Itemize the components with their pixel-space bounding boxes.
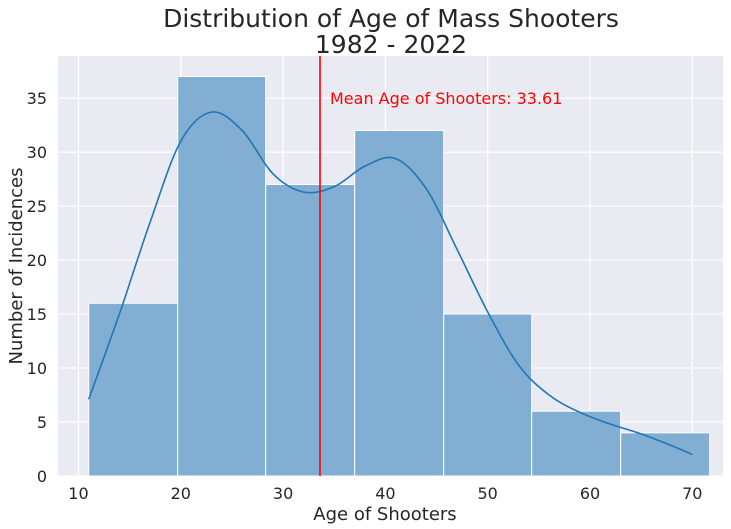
x-tick-label: 70 (682, 484, 702, 503)
x-tick-label: 30 (273, 484, 293, 503)
x-tick-label: 40 (375, 484, 395, 503)
histogram-bar (354, 129, 445, 477)
histogram-bar (443, 313, 533, 477)
histogram-bar (177, 76, 267, 477)
chart-title-line-2: 1982 - 2022 (315, 30, 467, 59)
y-tick-label: 20 (27, 251, 47, 270)
mean-annotation: Mean Age of Shooters: 33.61 (330, 89, 562, 108)
y-tick-label: 5 (37, 413, 47, 432)
y-tick-label: 25 (27, 197, 47, 216)
y-tick-labels: 0 5 10 15 20 25 30 35 (27, 89, 47, 486)
x-tick-labels: 10 20 30 40 50 60 70 (68, 484, 702, 503)
histogram-bar (88, 302, 179, 477)
x-axis-label: Age of Shooters (313, 504, 456, 525)
x-tick-label: 10 (68, 484, 88, 503)
histogram-bar (265, 183, 356, 477)
y-tick-label: 0 (37, 467, 47, 486)
kde-curve (87, 111, 693, 456)
y-tick-label: 10 (27, 359, 47, 378)
chart-title-line-1: Distribution of Age of Mass Shooters (163, 4, 619, 33)
x-tick-label: 60 (580, 484, 600, 503)
y-axis-label: Number of Incidences (6, 168, 27, 365)
histogram-bar (531, 410, 622, 477)
y-tick-label: 15 (27, 305, 47, 324)
x-tick-label: 50 (478, 484, 498, 503)
y-tick-label: 35 (27, 89, 47, 108)
y-tick-label: 30 (27, 143, 47, 162)
histogram-bar (620, 432, 711, 477)
x-tick-label: 20 (171, 484, 191, 503)
